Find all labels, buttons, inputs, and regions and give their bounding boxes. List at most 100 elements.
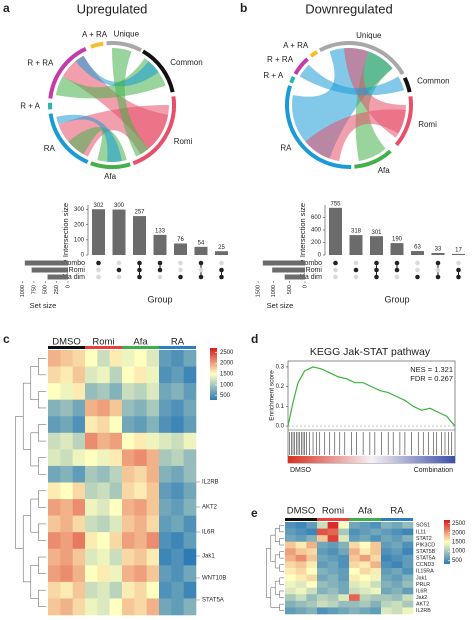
y-axis-label: Intersection size [298,203,307,257]
heatmap-cell [60,449,73,467]
heatmap-cell [48,515,61,533]
group-bar [159,346,196,349]
matrix-dot [178,267,183,273]
chord-arc [90,41,104,49]
heatmap-cell [60,499,73,516]
gene-label: PRLR [416,582,430,588]
heatmap-cell [381,600,392,608]
heatmap-cell [359,574,371,582]
heatmap-cell [159,465,172,483]
heatmap-cell [295,561,307,569]
bar-value-label: 76 [177,237,184,243]
heatmap-cell [370,574,382,582]
heatmap-cell [97,548,110,566]
group-label: Romi [322,506,344,517]
group-bar [381,518,413,521]
colorbar-tick-label: 500 [220,393,231,399]
heatmap-cell [285,554,296,562]
chord-arc [394,96,413,147]
heatmap-cell [338,587,350,595]
heatmap-cell [171,482,184,500]
heatmap-cell [327,581,339,589]
y-axis-label: Enrichment score [269,370,276,421]
heatmap-cell [295,607,307,615]
set-size-bar [31,267,68,273]
heatmap-cell [402,581,414,589]
heatmap-cell [48,399,61,417]
heatmap-cell [285,607,296,615]
dendrogram [279,603,284,611]
set-label: Unique [114,30,140,39]
heatmap-cell [85,449,98,467]
chord-ribbon [55,58,166,99]
gene-label: STAT5A [202,598,224,604]
chord-arc [48,46,87,99]
heatmap-cell [370,568,382,575]
heatmap-cell [306,587,318,595]
heatmap-cell [391,594,403,602]
heatmap-cell [327,548,339,556]
heatmap-cell [402,607,414,615]
colorbar-tick-label: 1000 [452,549,466,555]
heatmap-cell [338,535,350,543]
heatmap-cell [171,581,184,599]
heatmap-cell [97,598,110,616]
heatmap-cell [295,535,307,543]
heatmap-cell [48,432,61,450]
matrix-dot [116,260,122,266]
heatmap-cell [146,515,160,533]
heatmap-cell [134,366,147,384]
heatmap-cell [285,594,296,602]
heatmap-cell [109,383,123,400]
chord-ribbon [112,48,149,157]
heatmap-cell [306,548,318,556]
heatmap-cell [349,594,360,602]
set-size-bar [262,260,305,266]
heatmap-cell [359,600,371,608]
set-tick-label: 500 [43,285,49,294]
heatmap-cell [391,587,403,595]
heatmap-cell [359,541,371,549]
heatmap-cell [295,581,307,589]
set-label: Afa [104,172,117,181]
heatmap-cell [85,432,98,450]
bar [329,207,342,255]
chord-ribbon [305,109,406,162]
heatmap-cell [295,528,307,536]
dendrogram [15,416,24,549]
heatmap-cell [359,554,371,562]
heatmap-cell [171,548,184,566]
heatmap-cell [159,565,172,583]
heatmap-cell [370,554,382,562]
matrix-dot [353,260,359,266]
heatmap-cell [60,416,73,434]
heatmap-cell [338,554,350,562]
gene-label: Jak2 [416,595,427,601]
heatmap-cell [183,399,197,417]
chord-ribbon [56,114,122,162]
matrix-dot [374,260,379,266]
end-label: Combination [414,467,453,474]
heatmap-cell [159,350,172,367]
row-label: Romi [69,267,86,274]
gene-label: IL15RA [416,569,434,575]
dendrogram [279,538,284,546]
heatmap-cell [317,607,328,615]
gene-label: Jak1 [202,554,215,560]
stat-label: NES = 1.321 [410,365,453,374]
group-bar [349,518,381,521]
heatmap-cell [370,607,382,615]
bar [194,246,208,255]
heatmap-cell [349,574,360,582]
heatmap-cell [72,432,86,450]
heatmap-cell [391,554,403,562]
heatmap-cell [381,587,392,595]
set-size-bar [272,267,305,273]
heatmap-cell [370,581,382,589]
heatmap-cell [134,598,147,616]
heatmap-cell [370,522,382,529]
matrix-dot [353,274,359,280]
matrix-dot [333,260,338,266]
heatmap-cell [97,565,110,583]
